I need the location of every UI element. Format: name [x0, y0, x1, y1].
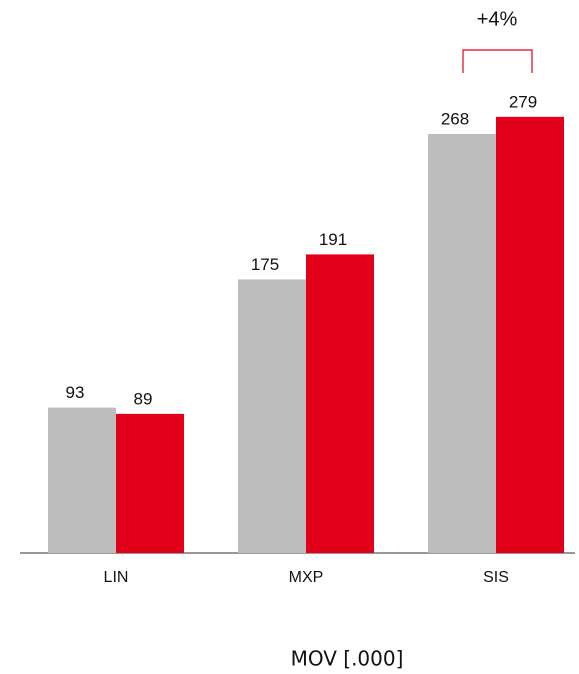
x-tick-label: SIS — [483, 569, 509, 586]
bar — [496, 116, 564, 553]
value-label: 279 — [509, 92, 537, 111]
value-label: 191 — [319, 230, 347, 249]
x-axis-title: MOV [.000] — [291, 647, 404, 671]
value-label: 175 — [251, 255, 279, 274]
annotation: +4% — [477, 8, 518, 30]
bar — [48, 407, 116, 553]
bar — [116, 413, 184, 553]
x-tick-label: MXP — [289, 569, 324, 586]
x-tick-label: LIN — [104, 569, 129, 586]
annotation-bracket — [462, 49, 533, 73]
bar — [306, 254, 374, 554]
bar — [238, 279, 306, 553]
bar — [428, 134, 496, 553]
value-label: 93 — [66, 383, 85, 402]
value-label: 268 — [441, 110, 469, 129]
value-label: 89 — [134, 389, 153, 408]
